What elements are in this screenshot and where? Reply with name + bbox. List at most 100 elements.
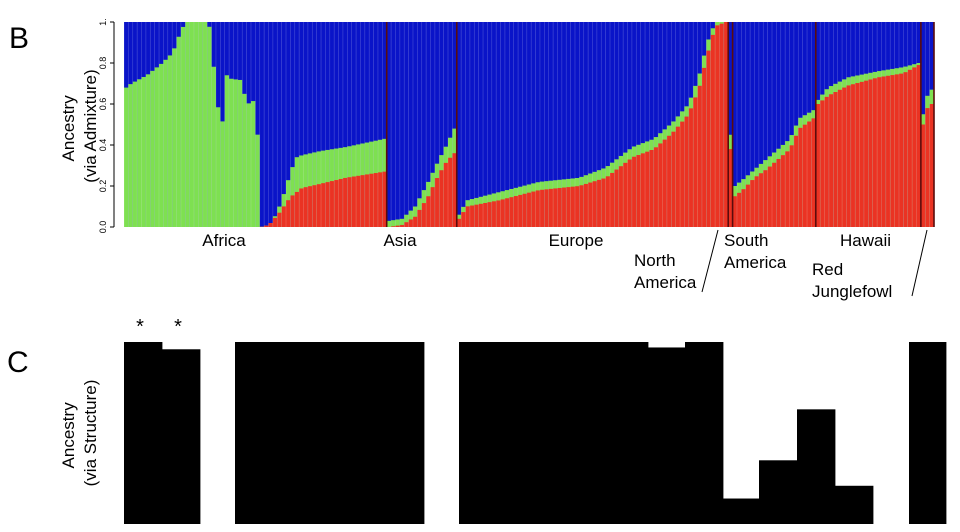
admixture-blue [395, 22, 401, 227]
group-label-hawaii: Hawaii [840, 231, 891, 250]
admixture-red [277, 212, 282, 227]
admixture-y-tick-label: 0.4 [98, 139, 108, 152]
admixture-bar [298, 22, 304, 227]
admixture-bar [662, 22, 668, 227]
admixture-blue [351, 22, 357, 227]
red-junglefowl-leader [911, 229, 928, 297]
admixture-red [833, 92, 838, 227]
admixture-green [124, 87, 129, 227]
admixture-bar [837, 22, 843, 228]
admixture-green [250, 101, 256, 227]
admixture-red [828, 94, 834, 227]
admixture-bar [552, 22, 558, 227]
admixture-blue [539, 22, 545, 227]
admixture-bar [224, 22, 230, 227]
admixture-bar [881, 22, 887, 227]
admixture-red [338, 178, 344, 227]
structure-bar [648, 347, 686, 524]
admixture-blue [299, 22, 304, 227]
admixture-blue [662, 22, 668, 227]
admixture-red [802, 124, 808, 227]
admixture-bar [290, 22, 296, 227]
admixture-blue [653, 22, 659, 227]
admixture-green [132, 81, 138, 228]
admixture-red [719, 23, 725, 227]
admixture-bar [557, 22, 563, 227]
admixture-bar [824, 22, 830, 227]
admixture-red [566, 187, 571, 227]
admixture-blue [469, 22, 475, 227]
admixture-bar [425, 22, 431, 227]
admixture-bar [176, 22, 182, 227]
admixture-bar [303, 22, 309, 227]
admixture-red [321, 183, 326, 227]
admixture-bar [819, 22, 825, 227]
admixture-red [395, 225, 401, 227]
admixture-bar [793, 22, 799, 227]
panel-letter-c: C [7, 346, 29, 379]
admixture-blue [264, 22, 269, 227]
admixture-bar [368, 22, 374, 227]
admixture-bar [583, 22, 589, 227]
admixture-green [194, 22, 199, 227]
admixture-bar [894, 22, 900, 227]
admixture-red [334, 180, 339, 227]
admixture-blue [531, 22, 536, 227]
admixture-bar [202, 22, 208, 227]
admixture-blue [325, 22, 331, 227]
admixture-bar [749, 22, 755, 227]
admixture-bar [697, 22, 703, 227]
structure-marker-2: * [174, 316, 182, 338]
admixture-bar [859, 22, 865, 228]
admixture-blue [645, 22, 650, 227]
admixture-blue [465, 22, 471, 227]
admixture-red [500, 199, 506, 227]
admixture-blue [448, 22, 453, 227]
admixture-blue [303, 22, 309, 227]
admixture-blue [618, 22, 624, 227]
admixture-bar [885, 22, 891, 227]
admixture-bar [863, 22, 869, 228]
admixture-blue [601, 22, 606, 227]
admixture-bar [513, 22, 519, 227]
admixture-green [233, 79, 239, 228]
admixture-red [658, 143, 663, 227]
admixture-ylabel: Ancestry (via Admixture) [59, 69, 100, 182]
structure-bar [124, 342, 163, 524]
admixture-blue [272, 22, 278, 227]
admixture-bar [666, 22, 672, 227]
admixture-red [872, 78, 878, 228]
admixture-red [329, 181, 335, 227]
structure-plot [124, 342, 947, 524]
admixture-green [224, 75, 230, 227]
admixture-red [688, 108, 694, 227]
admixture-blue [658, 22, 663, 227]
admixture-bar [193, 22, 199, 227]
admixture-green [180, 26, 186, 228]
admixture-red [850, 84, 856, 227]
admixture-plot [123, 22, 935, 228]
admixture-blue [789, 22, 795, 227]
admixture-blue [430, 22, 436, 227]
admixture-blue [404, 22, 409, 227]
admixture-red [474, 204, 479, 227]
admixture-bar [382, 22, 388, 227]
admixture-bar [706, 22, 712, 228]
admixture-red [588, 182, 593, 227]
admixture-red [408, 219, 414, 227]
admixture-blue [566, 22, 571, 227]
admixture-red [736, 192, 742, 227]
admixture-bar [649, 22, 655, 227]
admixture-bar [123, 22, 129, 227]
admixture-blue [408, 22, 414, 227]
admixture-bar [771, 22, 777, 227]
admixture-blue [522, 22, 528, 227]
admixture-bar [390, 22, 396, 227]
admixture-blue [321, 22, 326, 227]
admixture-bar [447, 22, 453, 227]
admixture-red [443, 162, 449, 227]
admixture-blue [518, 22, 523, 227]
admixture-blue [627, 22, 633, 227]
admixture-blue [605, 22, 611, 227]
